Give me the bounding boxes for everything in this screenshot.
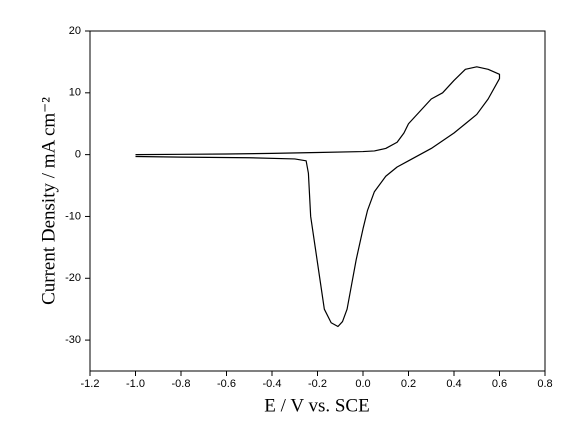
y-tick-label: 10 (69, 87, 81, 99)
x-tick-label: 0.0 (355, 378, 370, 390)
x-tick-label: -0.6 (217, 378, 236, 390)
x-axis-label: E / V vs. SCE (264, 395, 369, 416)
y-tick-label: -10 (65, 210, 81, 222)
x-tick-label: 0.4 (446, 378, 461, 390)
x-tick-label: -0.4 (263, 378, 282, 390)
plot-frame (89, 30, 546, 372)
y-axis-label: Current Density / mA cm⁻² (38, 97, 59, 305)
x-tick-label: -1.2 (81, 378, 100, 390)
x-tick-label: 0.8 (537, 378, 552, 390)
y-tick-label: -20 (65, 272, 81, 284)
y-tick-label: 20 (69, 25, 81, 37)
x-tick-label: 0.6 (492, 378, 507, 390)
x-tick-label: 0.2 (401, 378, 416, 390)
x-tick-label: -1.0 (126, 378, 145, 390)
x-tick-label: -0.8 (172, 378, 191, 390)
cv-curve (135, 66, 501, 328)
x-tick-label: -0.2 (308, 378, 327, 390)
y-tick-label: -30 (65, 334, 81, 346)
y-tick-label: 0 (75, 149, 81, 161)
